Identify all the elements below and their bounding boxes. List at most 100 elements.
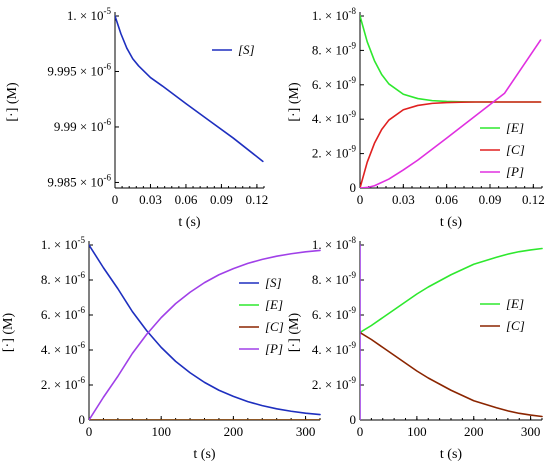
y-tick-times: × 10 [322,77,349,92]
y-tick-mantissa: 4. [312,342,322,357]
x-tick-label: 0.03 [392,192,415,207]
legend-label: [S] [265,275,282,290]
series-line-c [360,101,542,188]
x-tick-label: 300 [296,424,316,439]
y-tick-label: 1. × 10-8 [312,6,357,23]
y-tick-label: 0 [350,412,357,427]
x-axis-label: t (s) [440,215,463,230]
y-tick-exponent: -9 [349,144,357,154]
x-tick-label: 0.12 [522,192,545,207]
y-tick-mantissa: 8. [312,42,322,57]
y-tick-times: × 10 [51,272,78,287]
y-tick-times: × 10 [77,174,104,189]
y-tick-exponent: -9 [349,375,357,385]
y-tick-times: × 10 [322,272,349,287]
y-tick-exponent: -6 [104,117,112,127]
y-tick-mantissa: 4. [312,111,322,126]
x-tick-label: 200 [464,424,484,439]
series-line-s [89,244,321,416]
y-tick-mantissa: 1. [67,8,77,23]
y-tick-times: × 10 [322,237,349,252]
legend-label: [C] [506,318,525,333]
y-tick-label: 6. × 10-9 [312,75,357,92]
x-tick-label: 0.06 [175,192,198,207]
y-tick-times: × 10 [322,42,349,57]
y-tick-exponent: -8 [349,235,357,245]
y-tick-label: 1. × 10-5 [41,235,86,252]
y-tick-exponent: -6 [78,375,86,385]
y-tick-mantissa: 6. [41,307,51,322]
y-tick-exponent: -6 [78,305,86,315]
y-tick-mantissa: 2. [41,377,51,392]
y-tick-mantissa: 9.99 [54,119,77,134]
y-tick-times: × 10 [322,8,349,23]
x-tick-label: 0 [86,424,93,439]
x-axis-label: t (s) [178,215,201,230]
y-tick-exponent: -6 [78,270,86,280]
y-tick-label: 4. × 10-9 [312,340,357,357]
y-tick-times: × 10 [322,111,349,126]
y-tick-exponent: -5 [78,235,86,245]
legend-label: [E] [506,120,524,135]
y-tick-label: 8. × 10-9 [312,270,357,287]
y-tick-exponent: -5 [104,6,112,16]
y-tick-mantissa: 8. [41,272,51,287]
y-tick-mantissa: 8. [312,272,322,287]
legend-label: [E] [265,297,283,312]
y-tick-exponent: -9 [349,109,357,119]
y-tick-label: 2. × 10-9 [312,144,357,161]
x-tick-label: 0 [112,192,119,207]
x-tick-label: 0.06 [435,192,458,207]
x-axis-label: t (s) [440,447,463,462]
y-tick-mantissa: 6. [312,77,322,92]
chart-panel-1: 0 0.03 0.06 0.09 0.121. × 10-59.995 × 10-69.… [5,6,268,230]
y-tick-times: × 10 [77,119,104,134]
y-tick-times: × 10 [77,63,104,78]
y-axis-label: [·] (M) [1,313,16,353]
y-tick-exponent: -6 [104,172,112,182]
x-tick-label: 200 [224,424,244,439]
y-tick-mantissa: 9.995 [47,63,76,78]
y-tick-exponent: -6 [104,61,112,71]
x-tick-label: 0 [357,192,364,207]
y-tick-exponent: -6 [78,340,86,350]
y-axis-label: [·] (M) [287,82,302,122]
legend-label: [S] [238,42,255,57]
y-tick-times: × 10 [322,146,349,161]
y-tick-label: 1. × 10-5 [67,6,112,23]
legend-label: [P] [265,341,283,356]
legend-label: [C] [265,319,284,334]
y-tick-label: 8. × 10-9 [312,40,357,57]
y-tick-exponent: -9 [349,305,357,315]
y-tick-label: 2. × 10-9 [312,375,357,392]
y-tick-mantissa: 2. [312,377,322,392]
y-tick-mantissa: 2. [312,146,322,161]
y-tick-exponent: -9 [349,340,357,350]
y-tick-times: × 10 [51,307,78,322]
y-tick-times: × 10 [77,8,104,23]
x-tick-label: 0.03 [139,192,162,207]
y-tick-times: × 10 [322,377,349,392]
y-tick-label: 9.985 × 10-6 [47,172,111,189]
y-tick-label: 0 [350,180,357,195]
x-tick-label: 0.09 [479,192,502,207]
y-tick-label: 6. × 10-6 [41,305,86,322]
series-line-c [360,331,543,418]
y-tick-times: × 10 [51,377,78,392]
y-tick-label: 4. × 10-6 [41,340,86,357]
y-tick-mantissa: 9.985 [47,174,76,189]
y-axis-label: [·] (M) [287,313,302,353]
y-tick-label: 8. × 10-6 [41,270,86,287]
y-tick-label: 0 [79,412,86,427]
legend-label: [P] [506,164,524,179]
y-tick-mantissa: 1. [41,237,51,252]
series-line-p [89,249,321,420]
legend-label: [E] [506,296,524,311]
y-tick-times: × 10 [51,237,78,252]
y-tick-exponent: -9 [349,40,357,50]
y-tick-label: 9.99 × 10-6 [54,117,112,134]
